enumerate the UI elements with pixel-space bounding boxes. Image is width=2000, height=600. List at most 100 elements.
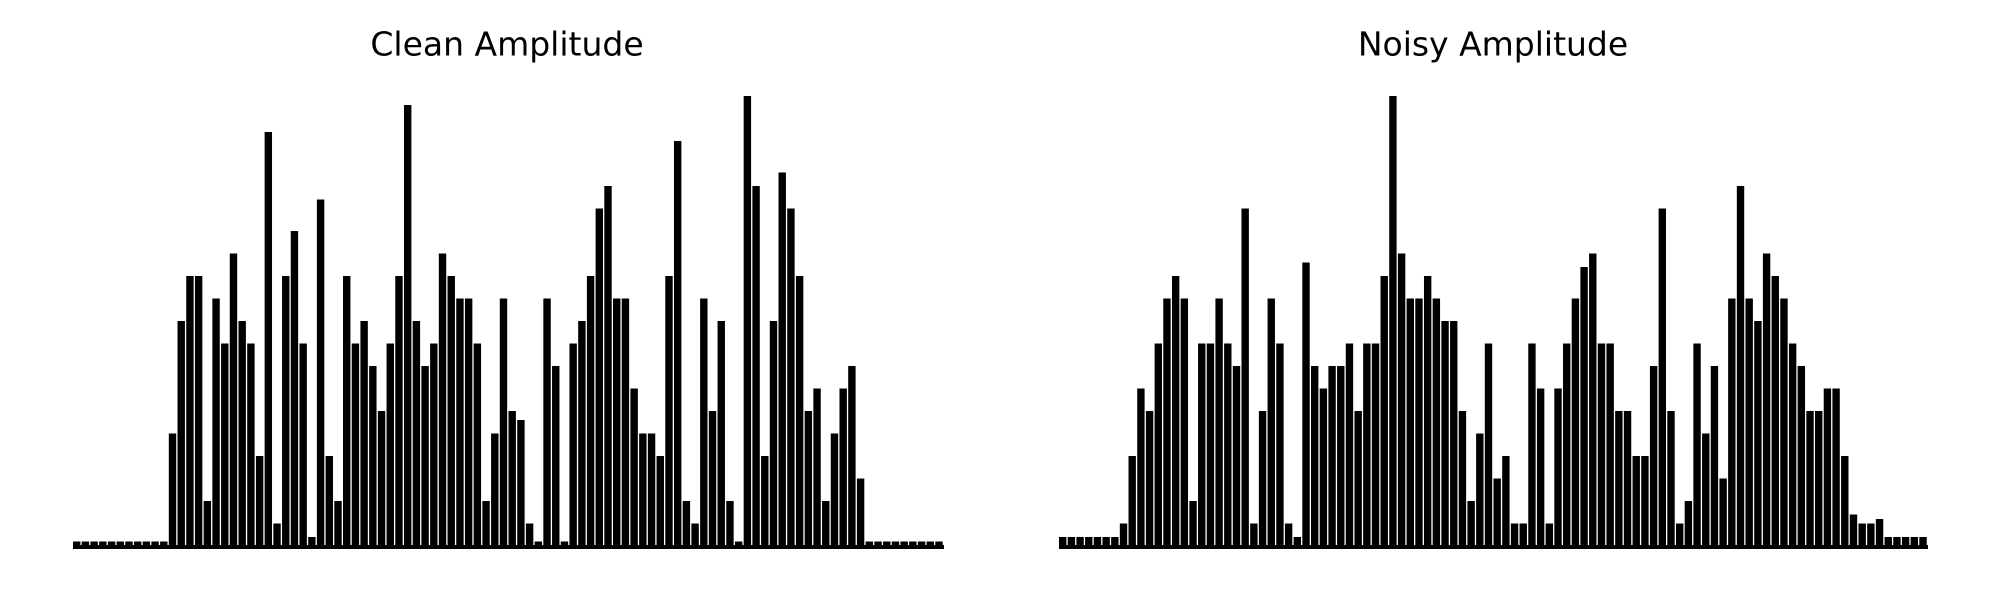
amplitude-bar xyxy=(290,231,299,546)
amplitude-bar xyxy=(761,456,769,546)
amplitude-bar xyxy=(1710,366,1719,546)
amplitude-bar xyxy=(1302,262,1310,546)
amplitude-bar xyxy=(1076,537,1084,546)
amplitude-bar xyxy=(99,541,107,546)
amplitude-bar xyxy=(1623,411,1632,546)
amplitude-bar xyxy=(1276,343,1284,546)
amplitude-bar xyxy=(1224,343,1232,546)
amplitude-bar xyxy=(1380,276,1388,546)
amplitude-bar xyxy=(133,541,142,546)
amplitude-bar xyxy=(1198,343,1206,546)
amplitude-bar xyxy=(1519,523,1527,546)
amplitude-bar xyxy=(1232,366,1241,546)
amplitude-bar xyxy=(1597,343,1606,546)
amplitude-bar xyxy=(1580,267,1588,546)
amplitude-bar xyxy=(1085,537,1093,546)
amplitude-bar xyxy=(1736,186,1745,546)
amplitude-bar xyxy=(804,411,813,546)
amplitude-bar xyxy=(1293,537,1302,546)
amplitude-bar xyxy=(1371,343,1380,546)
amplitude-bar xyxy=(1675,523,1684,546)
amplitude-bar xyxy=(1493,478,1501,546)
amplitude-bar xyxy=(151,541,159,546)
amplitude-bar xyxy=(160,541,168,546)
amplitude-bar xyxy=(1423,276,1432,546)
amplitude-bar xyxy=(1806,411,1814,546)
amplitude-bar xyxy=(1345,343,1354,546)
amplitude-bar xyxy=(1241,208,1249,546)
amplitude-bar xyxy=(1189,501,1197,546)
amplitude-bar xyxy=(1901,537,1910,546)
amplitude-bar xyxy=(656,456,664,546)
amplitude-bar xyxy=(1545,523,1554,546)
amplitude-bar xyxy=(1849,514,1858,546)
amplitude-bar xyxy=(647,433,656,546)
amplitude-bar xyxy=(1762,253,1771,546)
amplitude-bar xyxy=(682,501,691,546)
amplitude-bar xyxy=(630,388,638,546)
amplitude-bar xyxy=(1337,366,1345,546)
amplitude-bar xyxy=(917,541,926,546)
amplitude-bar xyxy=(334,501,342,546)
amplitude-bar xyxy=(900,541,908,546)
amplitude-bar xyxy=(1441,321,1449,546)
amplitude-bar xyxy=(787,208,795,546)
amplitude-bar xyxy=(1284,523,1293,546)
amplitude-bar xyxy=(909,541,917,546)
amplitude-bar xyxy=(734,541,743,546)
amplitude-bar xyxy=(107,541,116,546)
amplitude-bar xyxy=(1450,321,1458,546)
amplitude-bar xyxy=(430,343,438,546)
amplitude-bar xyxy=(578,321,586,546)
amplitude-bar xyxy=(1788,343,1797,546)
amplitude-bar xyxy=(848,366,856,546)
amplitude-bar xyxy=(1319,388,1328,546)
amplitude-bar xyxy=(351,343,360,546)
amplitude-bar xyxy=(142,541,151,546)
amplitude-bar xyxy=(1250,523,1258,546)
amplitude-bar xyxy=(1163,298,1171,546)
amplitude-bar xyxy=(1354,411,1362,546)
amplitude-bar xyxy=(316,199,325,546)
amplitude-bar xyxy=(1754,321,1762,546)
amplitude-bar xyxy=(464,298,473,546)
amplitude-bar xyxy=(665,276,673,546)
amplitude-bar xyxy=(299,343,307,546)
amplitude-bar xyxy=(613,298,621,546)
amplitude-bar xyxy=(1154,343,1162,546)
amplitude-bar xyxy=(203,501,212,546)
amplitude-bar xyxy=(1719,478,1727,546)
amplitude-bar xyxy=(1571,298,1580,546)
amplitude-bar xyxy=(1267,298,1275,546)
amplitude-bar xyxy=(1258,411,1267,546)
amplitude-bar xyxy=(700,298,708,546)
amplitude-bar xyxy=(935,541,943,546)
amplitude-bar xyxy=(691,523,699,546)
amplitude-bar xyxy=(177,321,185,546)
amplitude-bar xyxy=(1415,298,1423,546)
amplitude-bar xyxy=(1563,343,1571,546)
amplitude-bar xyxy=(403,105,412,546)
amplitude-bar xyxy=(586,276,595,546)
amplitude-bar xyxy=(1875,519,1884,546)
amplitude-bar xyxy=(1728,298,1736,546)
amplitude-bar xyxy=(1102,537,1110,546)
amplitude-bar xyxy=(1702,433,1710,546)
amplitude-bar xyxy=(1693,343,1701,546)
amplitude-bar xyxy=(1823,388,1832,546)
amplitude-bar xyxy=(604,186,612,546)
amplitude-bar xyxy=(874,541,882,546)
amplitude-bar xyxy=(865,541,874,546)
amplitude-bar xyxy=(1311,366,1319,546)
amplitude-bar xyxy=(1458,411,1467,546)
amplitude-bar xyxy=(752,186,760,546)
amplitude-bar xyxy=(795,276,804,546)
amplitude-bar xyxy=(1059,537,1067,546)
amplitude-bar xyxy=(822,501,830,546)
amplitude-bar xyxy=(891,541,900,546)
amplitude-bar xyxy=(1111,537,1119,546)
amplitude-bar xyxy=(1910,537,1919,546)
amplitude-bar xyxy=(1867,523,1875,546)
amplitude-bar xyxy=(883,541,891,546)
